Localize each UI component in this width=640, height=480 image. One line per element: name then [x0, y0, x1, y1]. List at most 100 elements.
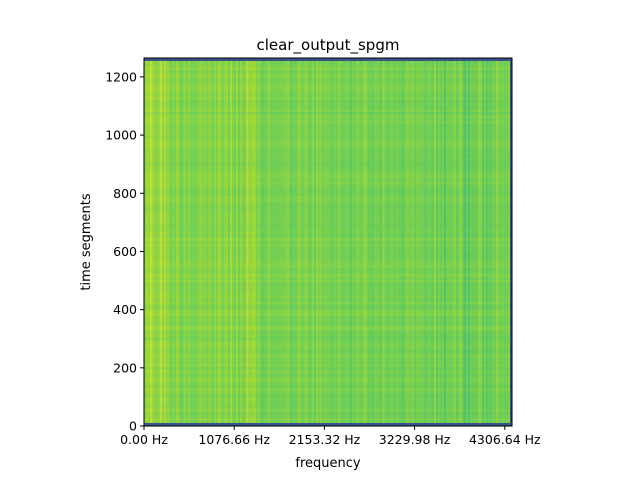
- spectrogram-frequency-band: [178, 58, 180, 426]
- spectrogram-frequency-band: [350, 58, 352, 426]
- spectrogram-frequency-band: [410, 58, 412, 426]
- spectrogram-time-band: [144, 343, 512, 346]
- spectrogram-frequency-band: [228, 58, 230, 426]
- plot-frame: [143, 57, 513, 427]
- spectrogram-time-band: [144, 295, 512, 298]
- spectrogram-frequency-band: [366, 58, 368, 426]
- spectrogram-frequency-band: [492, 58, 494, 426]
- spectrogram-time-band: [144, 406, 512, 409]
- spectrogram-frequency-band: [254, 58, 256, 426]
- spectrogram-time-band: [144, 178, 512, 181]
- spectrogram-frequency-band: [296, 58, 298, 426]
- spectrogram-time-band: [144, 271, 512, 274]
- spectrogram-frequency-band: [266, 58, 268, 426]
- spectrogram-time-band: [144, 268, 512, 271]
- spectrogram-time-band: [144, 163, 512, 166]
- spectrogram-time-band: [144, 256, 512, 259]
- spectrogram-time-band: [144, 412, 512, 415]
- spectrogram-frequency-band: [338, 58, 340, 426]
- spectrogram-time-band: [144, 112, 512, 115]
- spectrogram-frequency-band: [404, 58, 406, 426]
- spectrogram-frequency-band: [172, 58, 174, 426]
- spectrogram-time-band: [144, 223, 512, 226]
- spectrogram-frequency-band: [260, 58, 262, 426]
- spectrogram-time-band: [144, 190, 512, 193]
- spectrogram-time-band: [144, 358, 512, 361]
- spectrogram-time-band: [144, 157, 512, 160]
- spectrogram-time-band: [144, 361, 512, 364]
- spectrogram-frequency-band: [414, 58, 416, 426]
- spectrogram-frequency-band: [180, 58, 182, 426]
- spectrogram-frequency-band: [476, 58, 478, 426]
- spectrogram-time-band: [144, 259, 512, 262]
- spectrogram-time-band: [144, 79, 512, 82]
- spectrogram-time-band: [144, 196, 512, 199]
- spectrogram-frequency-band: [372, 58, 374, 426]
- spectrogram-frequency-band: [486, 58, 488, 426]
- spectrogram-time-band: [144, 64, 512, 67]
- spectrogram-time-band: [144, 352, 512, 355]
- spectrogram-time-band: [144, 106, 512, 109]
- spectrogram-frequency-band: [408, 58, 410, 426]
- spectrogram-frequency-band: [348, 58, 350, 426]
- spectrogram-time-band: [144, 364, 512, 367]
- spectrogram-frequency-band: [468, 58, 470, 426]
- spectrogram-frequency-band: [226, 58, 228, 426]
- spectrogram-frequency-band: [244, 58, 246, 426]
- spectrogram-frequency-band: [250, 58, 252, 426]
- spectrogram-time-band: [144, 109, 512, 112]
- spectrogram-time-band: [144, 376, 512, 379]
- y-tick-label: 1200: [105, 69, 137, 84]
- spectrogram-frequency-band: [270, 58, 272, 426]
- spectrogram-time-band: [144, 175, 512, 178]
- spectrogram-frequency-band: [312, 58, 314, 426]
- spectrogram-frequency-band: [438, 58, 440, 426]
- spectrogram-time-band: [144, 154, 512, 157]
- spectrogram-frequency-band: [302, 58, 304, 426]
- y-tick-label: 800: [113, 186, 137, 201]
- spectrogram-frequency-band: [432, 58, 434, 426]
- spectrogram-time-band: [144, 160, 512, 163]
- spectrogram-time-band: [144, 286, 512, 289]
- spectrogram-frequency-band: [208, 58, 210, 426]
- spectrogram-time-band: [144, 208, 512, 211]
- x-tick-label: 1076.66 Hz: [198, 432, 270, 447]
- spectrogram-time-band: [144, 118, 512, 121]
- spectrogram-time-band: [144, 241, 512, 244]
- spectrogram-time-band: [144, 349, 512, 352]
- spectrogram-time-band: [144, 367, 512, 370]
- spectrogram-time-band: [144, 202, 512, 205]
- spectrogram-frequency-band: [434, 58, 436, 426]
- y-tick-label: 200: [113, 360, 137, 375]
- spectrogram-time-band: [144, 385, 512, 388]
- spectrogram-time-band: [144, 103, 512, 106]
- spectrogram-frequency-band: [470, 58, 472, 426]
- spectrogram-time-band: [144, 283, 512, 286]
- spectrogram-time-band: [144, 214, 512, 217]
- spectrogram-frequency-band: [482, 58, 484, 426]
- spectrogram-time-band: [144, 274, 512, 277]
- spectrogram-time-band: [144, 136, 512, 139]
- spectrogram-time-band: [144, 82, 512, 85]
- spectrogram-time-band: [144, 373, 512, 376]
- spectrogram-frequency-band: [164, 58, 166, 426]
- spectrogram-time-band: [144, 403, 512, 406]
- spectrogram-frequency-band: [152, 58, 154, 426]
- spectrogram-frequency-band: [406, 58, 408, 426]
- spectrogram-frequency-band: [190, 58, 192, 426]
- spectrogram-time-band: [144, 331, 512, 334]
- spectrogram-frequency-band: [316, 58, 318, 426]
- spectrogram-frequency-band: [170, 58, 172, 426]
- spectrogram-frequency-band: [354, 58, 356, 426]
- spectrogram-time-band: [144, 247, 512, 250]
- spectrogram-frequency-band: [474, 58, 476, 426]
- spectrogram-frequency-band: [436, 58, 438, 426]
- spectrogram-frequency-band: [500, 58, 502, 426]
- spectrogram-frequency-band: [402, 58, 404, 426]
- spectrogram-time-band: [144, 337, 512, 340]
- spectrogram-time-band: [144, 391, 512, 394]
- spectrogram-frequency-band: [480, 58, 482, 426]
- spectrogram-time-band: [144, 307, 512, 310]
- spectrogram-time-band: [144, 133, 512, 136]
